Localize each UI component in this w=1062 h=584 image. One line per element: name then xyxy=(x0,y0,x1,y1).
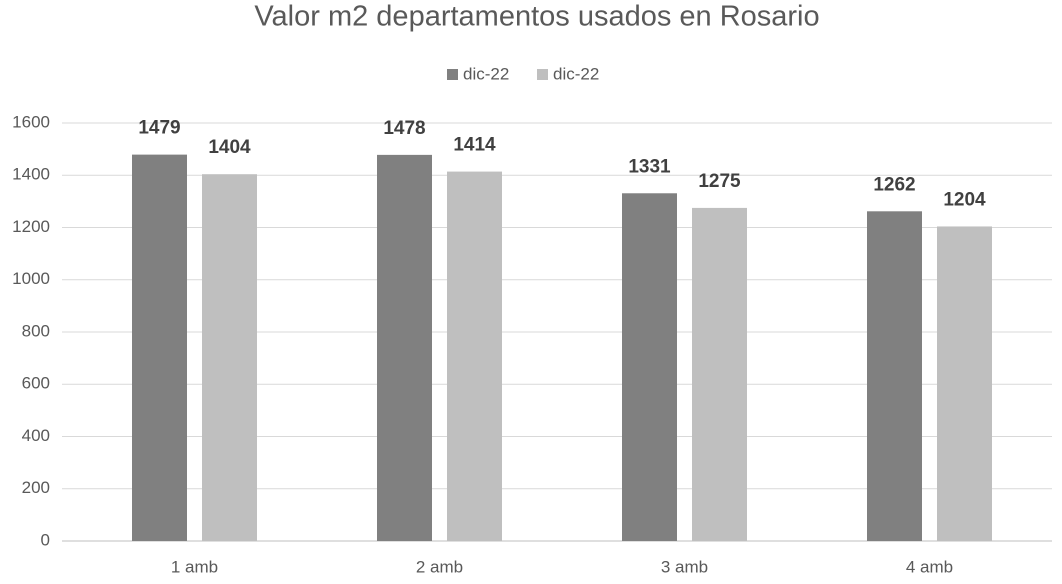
bar xyxy=(447,171,502,541)
y-tick-label: 0 xyxy=(41,530,50,549)
y-tick-label: 1600 xyxy=(12,112,50,131)
x-tick-label: 1 amb xyxy=(171,557,218,576)
value-label: 1275 xyxy=(698,171,741,192)
bar xyxy=(692,207,747,541)
value-label: 1479 xyxy=(138,118,180,139)
bar xyxy=(377,154,432,541)
bar xyxy=(867,211,922,542)
value-label: 1331 xyxy=(628,156,671,177)
chart-title: Valor m2 departamentos usados en Rosario xyxy=(254,1,819,33)
bar xyxy=(622,193,677,541)
legend-label: dic-22 xyxy=(463,64,509,83)
value-label: 1204 xyxy=(943,189,986,210)
value-label: 1404 xyxy=(208,137,251,158)
legend-swatch xyxy=(447,69,458,80)
y-tick-label: 600 xyxy=(22,374,50,393)
value-label: 1478 xyxy=(383,118,425,139)
legend-label: dic-22 xyxy=(553,64,599,83)
x-tick-label: 3 amb xyxy=(661,557,708,576)
y-tick-label: 1200 xyxy=(12,217,50,236)
y-tick-label: 200 xyxy=(22,478,50,497)
value-label: 1414 xyxy=(453,135,496,156)
y-tick-label: 1400 xyxy=(12,165,50,184)
y-tick-label: 400 xyxy=(22,426,50,445)
value-label: 1262 xyxy=(873,174,915,195)
bar xyxy=(132,154,187,541)
y-tick-label: 800 xyxy=(22,321,50,340)
x-tick-label: 4 amb xyxy=(906,557,953,576)
x-tick-label: 2 amb xyxy=(416,557,463,576)
bar xyxy=(937,226,992,541)
y-tick-label: 1000 xyxy=(12,269,50,288)
bar xyxy=(202,174,257,541)
legend-swatch xyxy=(537,69,548,80)
